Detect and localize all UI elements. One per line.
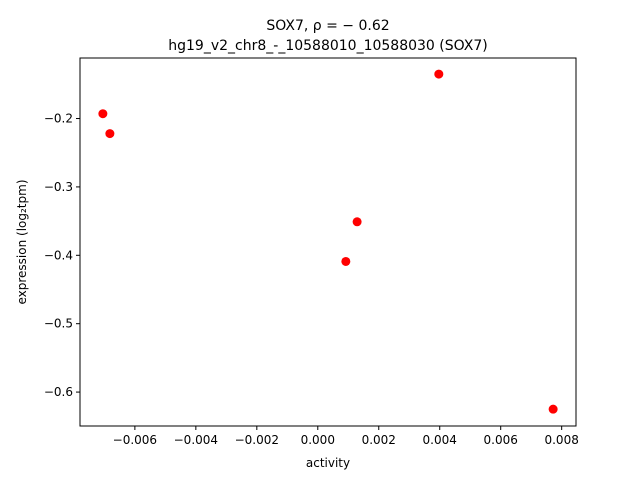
x-tick-label: 0.008 xyxy=(544,433,578,447)
x-tick-label: 0.000 xyxy=(301,433,335,447)
chart-title-line1: SOX7, ρ = − 0.62 xyxy=(266,18,389,34)
y-tick-label: −0.3 xyxy=(44,180,73,194)
y-axis-label: expression (log₂tpm) xyxy=(15,179,29,304)
x-axis-label: activity xyxy=(306,456,350,470)
data-point xyxy=(352,217,362,227)
x-tick-label: 0.004 xyxy=(423,433,457,447)
data-point xyxy=(105,129,115,139)
x-tick-label: −0.004 xyxy=(174,433,218,447)
plot-area-frame xyxy=(79,57,577,427)
y-tick-label: −0.5 xyxy=(44,317,73,331)
y-tick-label: −0.2 xyxy=(44,112,73,126)
x-tick-label: 0.006 xyxy=(484,433,518,447)
x-tick-label: 0.002 xyxy=(362,433,396,447)
data-point xyxy=(98,109,108,119)
chart-title-line2: hg19_v2_chr8_-_10588010_10588030 (SOX7) xyxy=(168,38,487,54)
data-point xyxy=(548,404,558,414)
x-tick-label: −0.002 xyxy=(235,433,279,447)
y-tick-label: −0.4 xyxy=(44,248,73,262)
data-point xyxy=(341,256,351,266)
y-tick-label: −0.6 xyxy=(44,385,73,399)
x-tick-label: −0.006 xyxy=(113,433,157,447)
data-point xyxy=(434,69,444,79)
